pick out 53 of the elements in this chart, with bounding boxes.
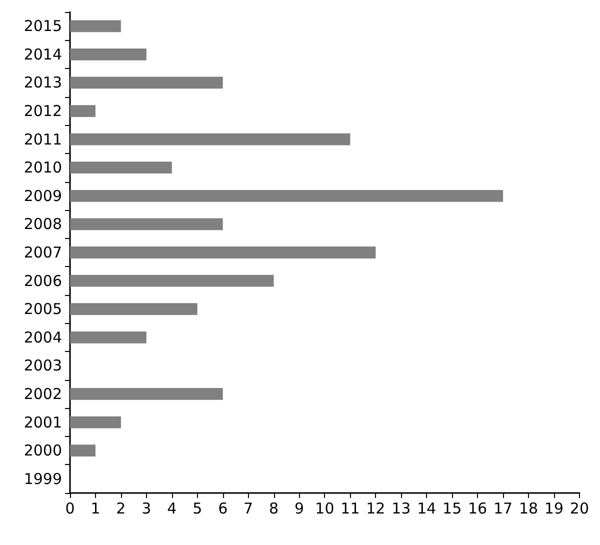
bar [70, 274, 274, 287]
x-tick-label: 15 [442, 500, 462, 518]
x-tick-label: 19 [544, 500, 564, 518]
bar [70, 76, 223, 89]
bar [70, 133, 350, 146]
x-tick-label: 12 [366, 500, 386, 518]
y-tick-label: 2005 [24, 300, 62, 318]
x-tick-label: 11 [340, 500, 360, 518]
y-tick-label: 2015 [24, 17, 62, 36]
bar [70, 218, 223, 230]
x-tick-label: 0 [65, 500, 75, 518]
y-tick-label: 2003 [24, 356, 62, 375]
y-tick-label: 2000 [24, 442, 62, 460]
y-tick-label: 2002 [24, 384, 62, 403]
x-tick-label: 6 [218, 500, 228, 518]
y-tick-label: 2011 [24, 130, 62, 148]
bar [70, 444, 96, 456]
bar [70, 331, 146, 344]
bar [70, 416, 121, 428]
y-tick-label: 2001 [24, 413, 62, 432]
x-tick-label: 1 [90, 500, 100, 518]
bar [70, 20, 121, 32]
x-tick-label: 16 [468, 500, 488, 518]
y-tick-label: 2004 [24, 328, 62, 346]
x-tick-label: 8 [269, 500, 279, 518]
x-tick-label: 3 [142, 500, 152, 518]
x-tick-label: 9 [294, 500, 304, 518]
y-tick-label: 2007 [24, 244, 62, 262]
bar [70, 162, 172, 174]
y-tick-label: 2014 [24, 45, 62, 64]
bar [70, 388, 223, 400]
y-tick-label: 2009 [24, 186, 62, 205]
x-tick-label: 5 [192, 500, 202, 518]
bar [70, 246, 376, 258]
y-tick-label: 2008 [24, 215, 62, 234]
y-tick-label: 2010 [24, 158, 62, 177]
bar [70, 303, 198, 316]
x-tick-label: 20 [570, 500, 590, 518]
x-tick-label: 4 [167, 500, 177, 518]
x-tick-label: 10 [315, 500, 334, 518]
x-tick-label: 14 [417, 500, 436, 518]
x-tick-label: 13 [392, 500, 411, 518]
y-tick-label: 2012 [24, 102, 62, 120]
x-tick-label: 17 [493, 500, 513, 518]
x-tick-label: 2 [116, 500, 126, 518]
y-tick-label: 2006 [24, 272, 62, 290]
x-tick-label: 18 [518, 500, 538, 518]
bar [70, 105, 96, 117]
y-tick-label: 1999 [24, 470, 62, 488]
bar [70, 190, 504, 202]
x-tick-label: 7 [244, 500, 254, 518]
bar [70, 48, 146, 60]
y-tick-label: 2013 [24, 74, 62, 92]
